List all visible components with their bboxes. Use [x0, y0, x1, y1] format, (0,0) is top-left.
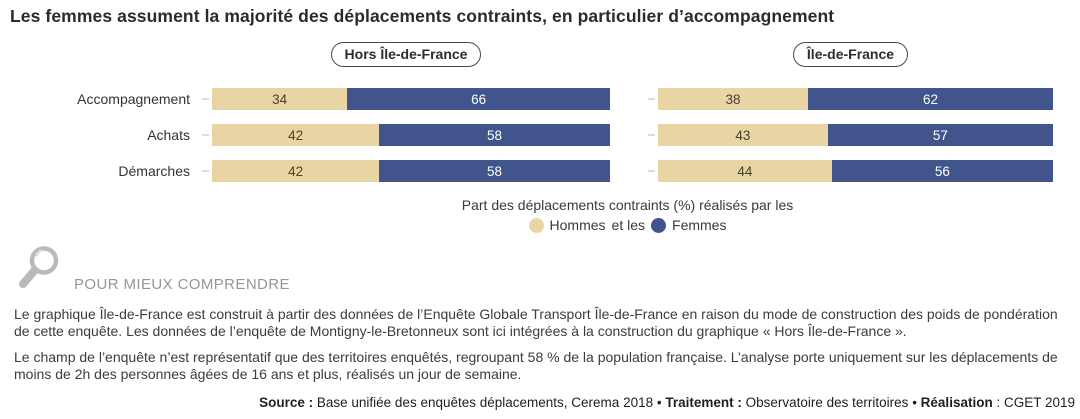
chart-legend: Part des déplacements contraints (%) réa… — [202, 196, 1053, 234]
axis-tick — [202, 170, 209, 172]
bar-cell-idf: 38 62 — [648, 88, 1053, 110]
bar-cell-hors-idf: 42 58 — [202, 160, 610, 182]
bar-value: 58 — [487, 127, 503, 143]
bar-value: 42 — [288, 127, 304, 143]
chart-row-demarches: Démarches 42 58 44 56 — [0, 160, 1080, 182]
bar-value: 43 — [735, 127, 751, 143]
bar-segment-hommes: 42 — [212, 160, 380, 182]
legend-dot-hommes — [528, 217, 544, 233]
bar-value: 66 — [471, 91, 487, 107]
category-label: Accompagnement — [77, 91, 190, 107]
category-label: Démarches — [118, 163, 190, 179]
stacked-bar: 42 58 — [212, 160, 610, 182]
note-heading: POUR MIEUX COMPRENDRE — [74, 276, 290, 293]
legend-caption: Part des déplacements contraints (%) réa… — [461, 197, 794, 213]
page-title: Les femmes assument la majorité des dépl… — [10, 6, 835, 26]
bar-cell-hors-idf: 34 66 — [202, 88, 610, 110]
legend-separator: et les — [611, 217, 646, 233]
chart-row-achats: Achats 42 58 43 57 — [0, 124, 1080, 146]
category-label: Achats — [147, 127, 190, 143]
footer-source: Source : Base unifiée des enquêtes dépla… — [259, 395, 1075, 410]
bar-cell-idf: 43 57 — [648, 124, 1053, 146]
bar-value: 34 — [272, 91, 288, 107]
legend-dot-femmes — [651, 217, 667, 233]
bar-segment-hommes: 38 — [658, 88, 809, 110]
bar-value: 56 — [934, 163, 950, 179]
bar-segment-hommes: 43 — [658, 124, 828, 146]
stacked-bar: 42 58 — [212, 124, 610, 146]
legend-label-femmes: Femmes — [672, 217, 727, 233]
bar-segment-femmes: 56 — [831, 160, 1053, 182]
note-section: POUR MIEUX COMPRENDRE — [16, 244, 1080, 297]
stacked-bar: 34 66 — [212, 88, 610, 110]
bar-segment-femmes: 66 — [347, 88, 610, 110]
axis-tick — [202, 98, 209, 100]
bar-value: 44 — [737, 163, 753, 179]
bar-segment-hommes: 34 — [212, 88, 348, 110]
stacked-bar-chart: Hors Île-de-France Île-de-France Accompa… — [0, 42, 1080, 182]
panel-title-idf: Île-de-France — [792, 42, 909, 67]
legend-label-hommes: Hommes — [549, 217, 606, 233]
panel-title-hors-idf: Hors Île-de-France — [330, 42, 482, 67]
bar-value: 62 — [923, 91, 939, 107]
bar-segment-femmes: 62 — [808, 88, 1053, 110]
bar-segment-femmes: 58 — [379, 124, 610, 146]
bar-segment-femmes: 58 — [379, 160, 610, 182]
panel-header-hors-idf: Hors Île-de-France — [202, 42, 610, 67]
chart-row-accompagnement: Accompagnement 34 66 38 62 — [0, 88, 1080, 110]
stacked-bar: 38 62 — [658, 88, 1053, 110]
legend-items: Hommes et les Femmes — [202, 216, 1053, 234]
axis-tick — [648, 134, 655, 136]
note-paragraph-1: Le graphique Île-de-France est construit… — [14, 306, 1058, 339]
stacked-bar: 44 56 — [658, 160, 1053, 182]
axis-tick — [648, 98, 655, 100]
bar-value: 42 — [288, 163, 304, 179]
magnifier-icon — [16, 244, 64, 297]
bar-value: 57 — [932, 127, 948, 143]
note-paragraph-2: Le champ de l’enquête n’est représentati… — [14, 349, 1058, 382]
bar-value: 38 — [725, 91, 741, 107]
panel-header-idf: Île-de-France — [648, 42, 1053, 67]
stacked-bar: 43 57 — [658, 124, 1053, 146]
bar-segment-hommes: 42 — [212, 124, 380, 146]
bar-segment-femmes: 57 — [827, 124, 1053, 146]
panel-headers: Hors Île-de-France Île-de-France — [0, 42, 1080, 67]
bar-segment-hommes: 44 — [658, 160, 832, 182]
axis-tick — [202, 134, 209, 136]
axis-tick — [648, 170, 655, 172]
bar-cell-hors-idf: 42 58 — [202, 124, 610, 146]
bar-value: 58 — [487, 163, 503, 179]
bar-cell-idf: 44 56 — [648, 160, 1053, 182]
